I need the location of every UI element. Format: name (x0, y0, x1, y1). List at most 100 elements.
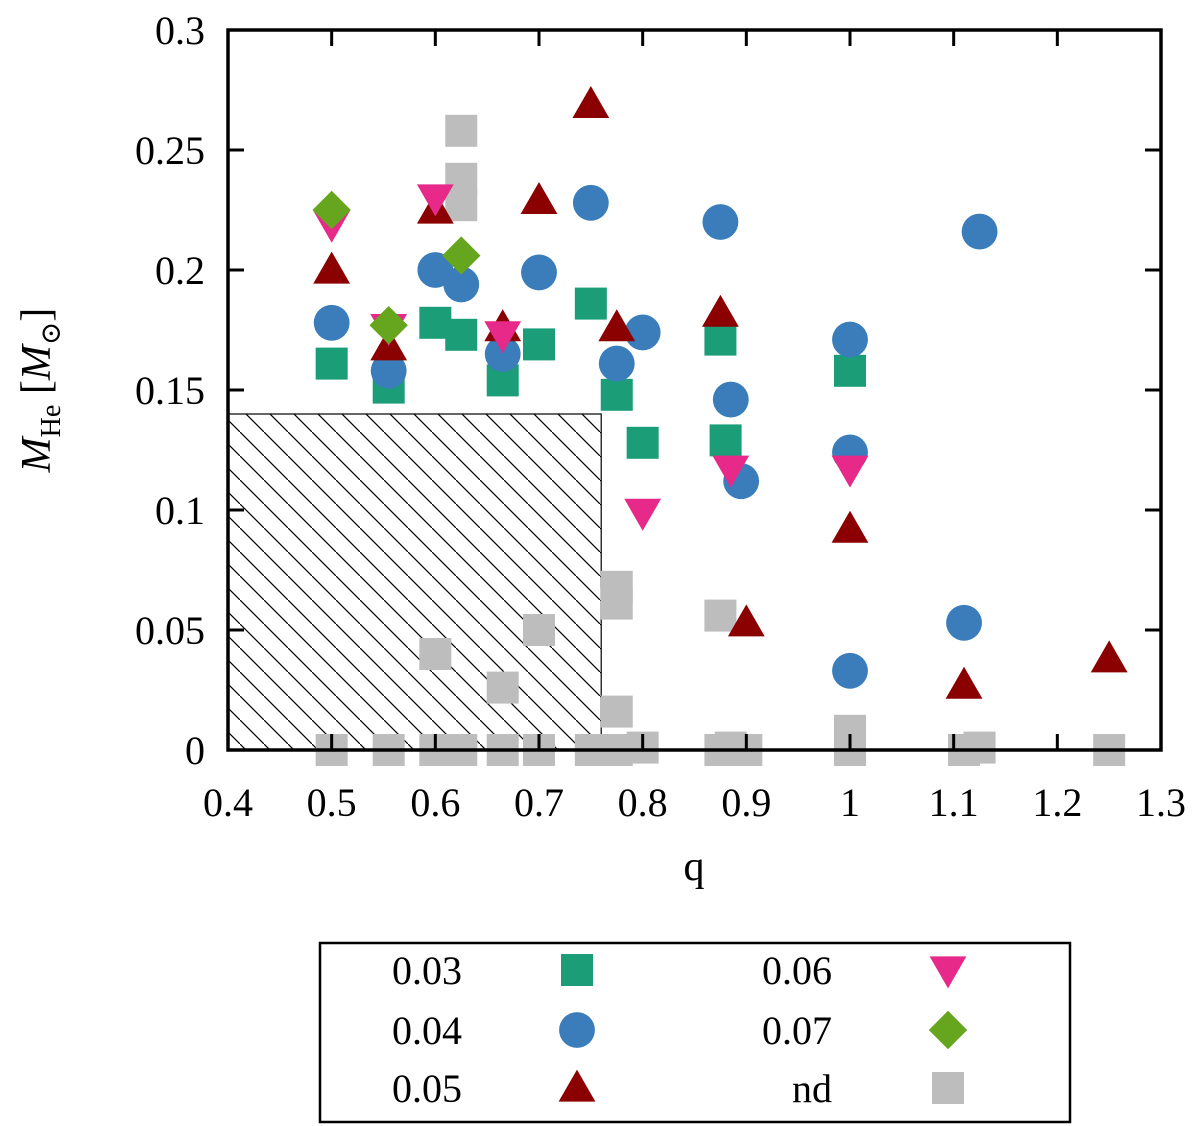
excluded-region (227, 413, 602, 751)
data-point (704, 323, 737, 356)
data-point (484, 336, 521, 372)
series-0_04 (313, 184, 998, 689)
legend-label: 0.05 (392, 1066, 462, 1111)
data-point (521, 254, 557, 291)
legend-item-0_04: 0.04 (392, 1008, 595, 1053)
data-point (445, 318, 478, 351)
data-point (624, 314, 661, 351)
y-tick-label: 0.25 (135, 128, 205, 173)
y-tick-label: 0.15 (135, 368, 205, 413)
y-axis-label-unit-open: [ (14, 380, 60, 405)
data-point (598, 309, 636, 342)
data-point (419, 638, 452, 670)
y-axis-label: MHe [M⊙] (14, 308, 67, 474)
data-point (709, 424, 742, 457)
data-point (523, 328, 555, 361)
data-point (313, 251, 351, 284)
data-point (523, 614, 555, 646)
data-point (445, 114, 478, 147)
y-axis-label-unit: M (14, 343, 60, 381)
legend-label: 0.03 (392, 948, 462, 993)
x-tick-label: 0.7 (514, 780, 564, 825)
data-point (572, 184, 609, 221)
data-point (963, 731, 996, 764)
y-axis-label-unit-close: ] (14, 308, 60, 322)
data-point (831, 510, 869, 543)
y-axis-label-unit-sub: ⊙ (36, 322, 67, 345)
data-point (712, 455, 750, 488)
data-point (442, 236, 481, 275)
data-point (832, 321, 868, 358)
legend-item-0_05: 0.05 (392, 1066, 596, 1111)
y-axis-label-sub: He (36, 405, 67, 438)
data-point (574, 287, 607, 320)
data-point (961, 213, 998, 250)
data-point (315, 347, 348, 380)
data-point (704, 599, 737, 632)
ticks-layer (228, 30, 1161, 750)
x-tick-label: 0.9 (721, 780, 771, 825)
data-point (712, 381, 749, 418)
data-point (313, 304, 350, 341)
data-point (702, 204, 739, 240)
legend-item-0_07: 0.07 (762, 1008, 968, 1053)
data-point (443, 266, 480, 303)
legend-marker (558, 1069, 596, 1102)
x-tick-label: 0.4 (203, 780, 253, 825)
x-tick-label: 0.8 (618, 780, 668, 825)
legend-marker (561, 954, 593, 986)
y-tick-label: 0.1 (155, 488, 205, 533)
x-tick-label: 0.5 (307, 780, 357, 825)
data-point (445, 189, 478, 222)
data-point (416, 184, 454, 217)
data-point (484, 321, 522, 354)
data-point (600, 378, 633, 411)
data-point (626, 426, 659, 459)
legend-marker (928, 1010, 968, 1050)
y-axis-label-main: M (14, 435, 60, 473)
data-point (945, 666, 983, 699)
data-point (1090, 640, 1128, 673)
x-axis-label: q (684, 844, 705, 890)
legend-label: 0.04 (392, 1008, 462, 1053)
data-point (600, 587, 633, 620)
data-point (370, 352, 407, 389)
legend-item-0_03: 0.03 (392, 948, 593, 993)
data-point (946, 604, 982, 641)
legend-marker (929, 956, 967, 989)
legend-label: 0.07 (762, 1008, 832, 1053)
y-tick-label: 0.05 (135, 608, 205, 653)
data-point (834, 354, 866, 387)
data-point (702, 294, 739, 327)
data-point (624, 498, 662, 531)
data-point (831, 455, 869, 488)
y-tick-label: 0 (185, 728, 205, 773)
legend-marker (932, 1072, 964, 1104)
x-tick-label: 1.2 (1032, 780, 1082, 825)
y-tick-label: 0.3 (155, 8, 205, 53)
tick-labels-layer: 0.4 0.5 0.6 0.7 0.8 0.9 1 1.1 1.2 1.3 0 0.05 0.1 0.15… (135, 8, 1186, 825)
y-tick-label: 0.2 (155, 248, 205, 293)
x-tick-label: 1.3 (1136, 780, 1186, 825)
data-point (832, 652, 868, 689)
data-point (486, 671, 519, 704)
x-tick-label: 1 (840, 780, 860, 825)
data-point (598, 345, 635, 382)
data-point (520, 182, 558, 214)
x-tick-label: 0.6 (410, 780, 460, 825)
legend: 0.03 0.04 0.05 0.06 0.07 nd (392, 948, 968, 1111)
data-point (369, 306, 408, 345)
excluded-region-layer (227, 413, 602, 751)
legend-label: nd (792, 1066, 832, 1111)
legend-item-0_06: 0.06 (762, 948, 967, 993)
data-point (600, 695, 633, 728)
x-tick-label: 1.1 (929, 780, 979, 825)
legend-marker (559, 1012, 595, 1048)
data-point (312, 190, 351, 230)
legend-item-nd: nd (792, 1066, 964, 1111)
data-point (727, 604, 765, 637)
legend-label: 0.06 (762, 948, 832, 993)
data-point (572, 86, 610, 118)
series-0_07 (312, 190, 481, 345)
